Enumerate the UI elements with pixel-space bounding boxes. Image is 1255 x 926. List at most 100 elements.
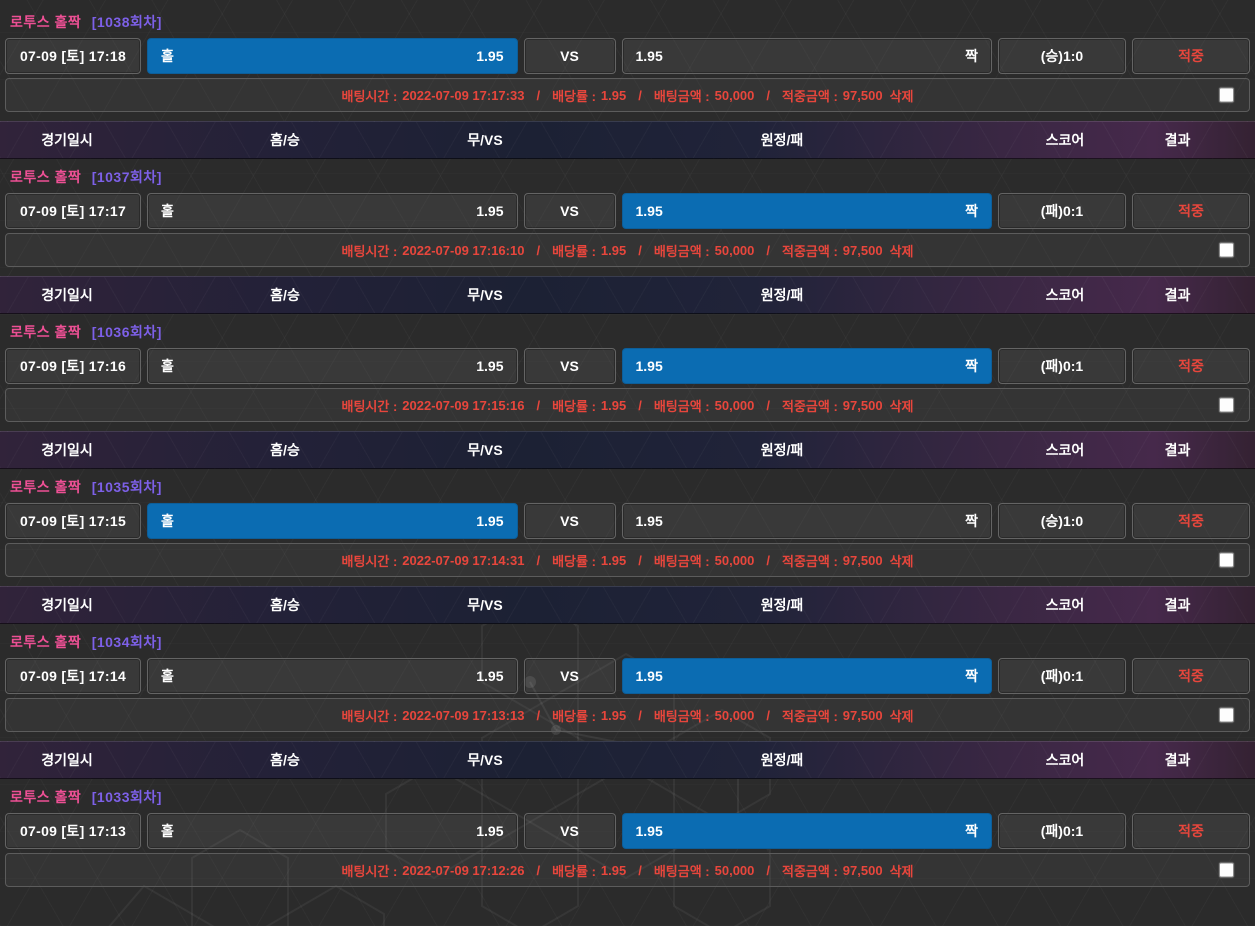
home-bet-box: 홀 1.95 — [147, 813, 518, 849]
select-row-checkbox[interactable] — [1219, 707, 1234, 723]
betting-time-value: 2022-07-09 17:16:10 — [402, 242, 525, 258]
match-datetime: 07-09 [토] 17:17 — [5, 193, 141, 229]
round-number: [1037회차] — [91, 169, 162, 185]
odds-rate-label: 배당률 : — [552, 863, 596, 879]
header-col-match-datetime: 경기일시 — [41, 597, 93, 613]
delete-link[interactable]: 삭제 — [889, 863, 914, 879]
header-col-home-win: 홈/승 — [270, 442, 300, 458]
result-box: 적중 — [1132, 503, 1250, 539]
round-title: 로투스 홀짝 [1035회차] — [10, 477, 1255, 497]
betting-time-label: 배팅시간 : — [341, 88, 398, 104]
home-label: 홀 — [161, 513, 174, 529]
bet-amount-value: 50,000 — [714, 397, 755, 413]
match-datetime: 07-09 [토] 17:13 — [5, 813, 141, 849]
header-col-match-datetime: 경기일시 — [41, 132, 93, 148]
select-row-checkbox[interactable] — [1219, 242, 1234, 258]
select-row-checkbox[interactable] — [1219, 397, 1234, 413]
header-col-score: 스코어 — [1045, 442, 1085, 458]
score-box: (패)0:1 — [998, 193, 1126, 229]
table-header-row: 경기일시 홈/승 무/VS 원정/패 스코어 결과 — [0, 586, 1255, 624]
away-bet-box: 1.95 짝 — [621, 193, 992, 229]
separator: / — [536, 862, 541, 878]
header-col-match-datetime: 경기일시 — [41, 442, 93, 458]
away-odds: 1.95 — [635, 48, 663, 64]
delete-link[interactable]: 삭제 — [889, 708, 914, 724]
home-odds: 1.95 — [476, 203, 504, 219]
header-col-away-lose: 원정/패 — [760, 597, 804, 613]
away-label: 짝 — [965, 48, 978, 64]
select-row-checkbox[interactable] — [1219, 862, 1234, 878]
win-amount-value: 97,500 — [842, 707, 883, 723]
round-number: [1036회차] — [91, 324, 162, 340]
delete-link[interactable]: 삭제 — [889, 553, 914, 569]
win-amount-label: 적중금액 : — [782, 553, 838, 569]
round-title: 로투스 홀짝 [1038회차] — [10, 12, 1255, 32]
bet-row: 07-09 [토] 17:14 홀 1.95 VS 1.95 짝 (패)0:1 … — [5, 658, 1250, 694]
delete-link[interactable]: 삭제 — [889, 398, 914, 414]
separator: / — [766, 242, 771, 258]
header-col-score: 스코어 — [1045, 287, 1085, 303]
bet-info-row: 배팅시간 : 2022-07-09 17:12:26 / 배당률 : 1.95 … — [5, 853, 1250, 887]
game-name: 로투스 홀짝 — [10, 789, 82, 805]
separator: / — [638, 552, 642, 568]
separator: / — [536, 87, 541, 103]
separator: / — [638, 242, 642, 258]
bet-row: 07-09 [토] 17:16 홀 1.95 VS 1.95 짝 (패)0:1 … — [5, 348, 1250, 384]
betting-time-value: 2022-07-09 17:13:13 — [402, 707, 525, 723]
game-name: 로투스 홀짝 — [10, 324, 82, 340]
betting-time-label: 배팅시간 : — [341, 243, 398, 259]
header-col-away-lose: 원정/패 — [760, 132, 804, 148]
bet-amount-value: 50,000 — [714, 552, 755, 568]
vs-box: VS — [523, 348, 616, 384]
header-col-draw-vs: 무/VS — [467, 597, 503, 613]
away-odds: 1.95 — [635, 668, 663, 684]
betting-time-label: 배팅시간 : — [341, 863, 398, 879]
separator: / — [536, 397, 541, 413]
header-col-result: 결과 — [1164, 132, 1191, 148]
away-bet-box: 1.95 짝 — [621, 503, 992, 539]
bet-amount-label: 배팅금액 : — [653, 398, 710, 414]
home-odds: 1.95 — [476, 823, 504, 839]
bet-history-section: 로투스 홀짝 [1035회차] 07-09 [토] 17:15 홀 1.95 V… — [0, 477, 1255, 577]
home-label: 홀 — [161, 203, 174, 219]
odds-rate-label: 배당률 : — [552, 88, 596, 104]
win-amount-label: 적중금액 : — [782, 398, 838, 414]
win-amount-value: 97,500 — [842, 552, 883, 568]
header-col-result: 결과 — [1164, 597, 1191, 613]
header-col-draw-vs: 무/VS — [467, 132, 503, 148]
result-box: 적중 — [1132, 813, 1250, 849]
away-label: 짝 — [965, 203, 978, 219]
separator: / — [766, 862, 771, 878]
header-col-result: 결과 — [1164, 287, 1191, 303]
win-amount-value: 97,500 — [842, 862, 883, 878]
separator: / — [638, 397, 642, 413]
bet-info-row: 배팅시간 : 2022-07-09 17:15:16 / 배당률 : 1.95 … — [5, 388, 1250, 422]
round-number: [1033회차] — [91, 789, 162, 805]
betting-time-value: 2022-07-09 17:14:31 — [402, 552, 525, 568]
result-box: 적중 — [1132, 348, 1250, 384]
bet-amount-value: 50,000 — [714, 87, 755, 103]
delete-link[interactable]: 삭제 — [889, 243, 914, 259]
away-odds: 1.95 — [635, 358, 663, 374]
header-col-home-win: 홈/승 — [270, 597, 300, 613]
home-label: 홀 — [161, 48, 174, 64]
game-name: 로투스 홀짝 — [10, 169, 82, 185]
odds-rate-label: 배당률 : — [552, 553, 596, 569]
score-box: (승)1:0 — [998, 503, 1126, 539]
home-odds: 1.95 — [476, 48, 504, 64]
select-row-checkbox[interactable] — [1219, 552, 1234, 568]
home-bet-box: 홀 1.95 — [147, 193, 518, 229]
delete-link[interactable]: 삭제 — [889, 88, 914, 104]
score-box: (패)0:1 — [998, 658, 1126, 694]
odds-rate-value: 1.95 — [600, 552, 627, 568]
select-row-checkbox[interactable] — [1219, 87, 1234, 103]
vs-box: VS — [523, 503, 616, 539]
separator: / — [536, 552, 541, 568]
match-datetime: 07-09 [토] 17:16 — [5, 348, 141, 384]
result-box: 적중 — [1132, 38, 1250, 74]
odds-rate-label: 배당률 : — [552, 243, 596, 259]
separator: / — [638, 87, 642, 103]
away-bet-box: 1.95 짝 — [621, 813, 992, 849]
away-label: 짝 — [965, 358, 978, 374]
